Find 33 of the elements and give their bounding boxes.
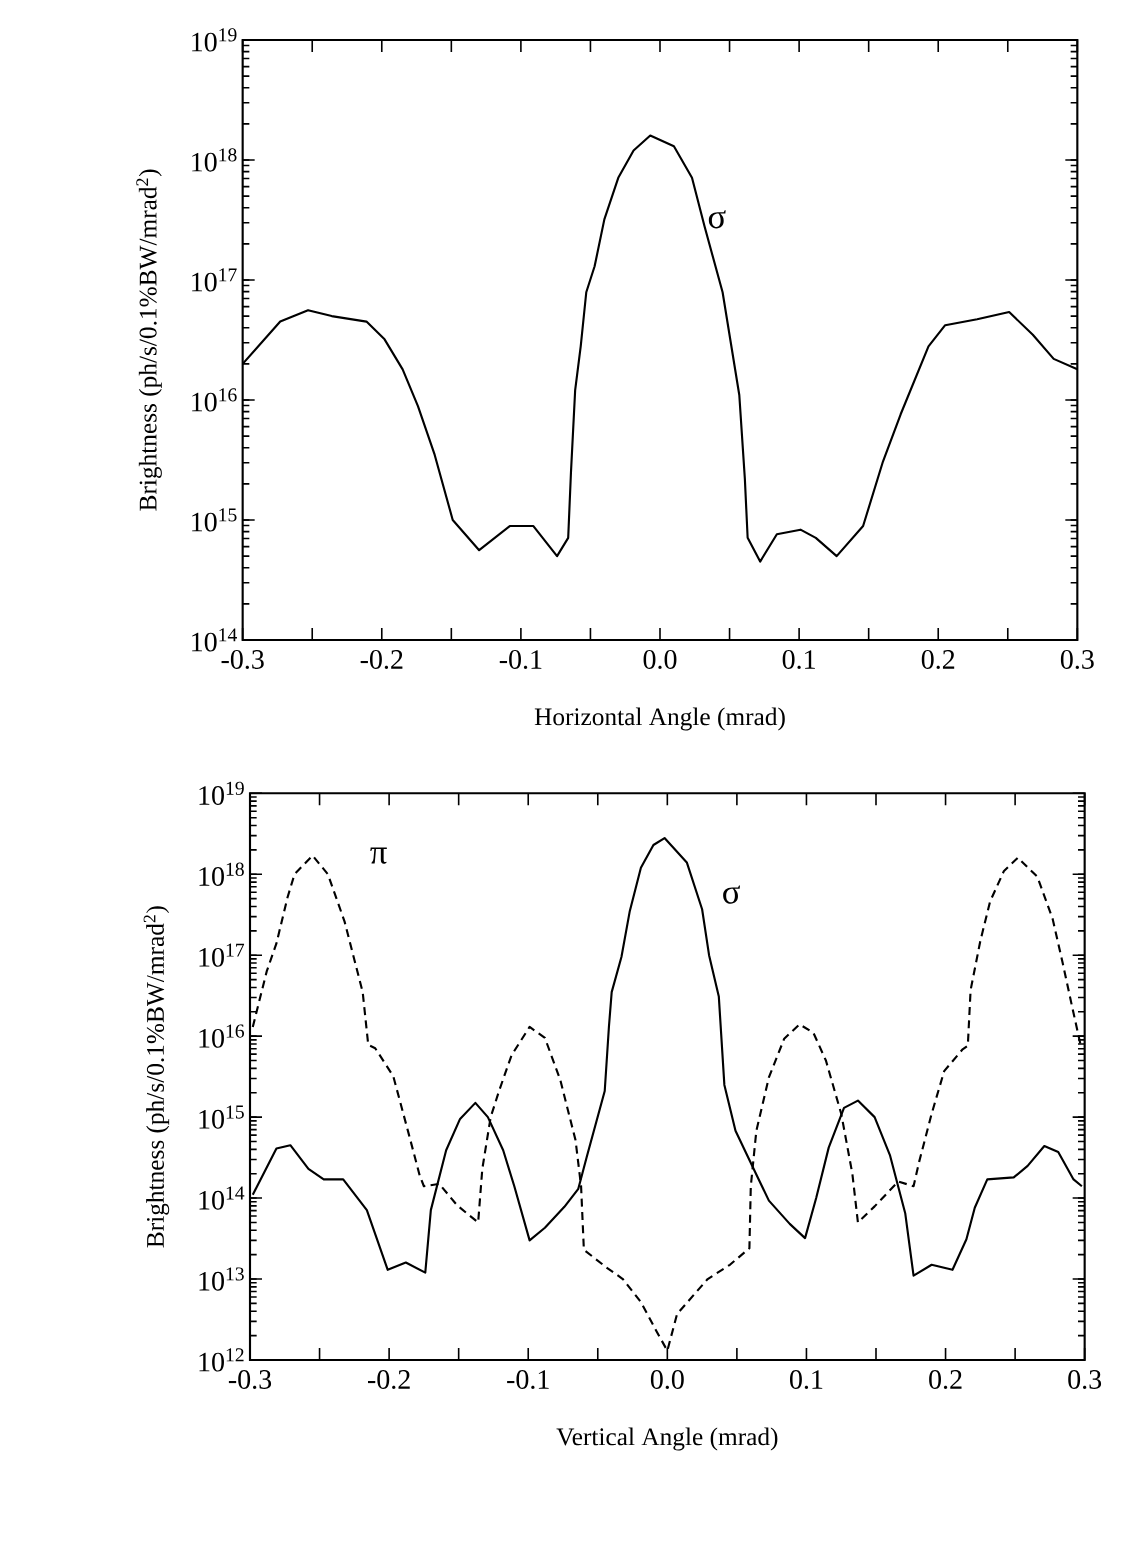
- y-tick-label: 10$^{15}$: [199, 1105, 244, 1129]
- y-axis-title: Brightness (ph/s/0.1%BW/mrad$^{2}$): [136, 169, 162, 511]
- x-tick-label: 0.0: [643, 650, 677, 670]
- x-axis-title: Vertical Angle (mrad): [556, 1427, 778, 1451]
- x-tick-label: -0.1: [507, 1370, 549, 1390]
- series-label: π: [370, 847, 387, 864]
- y-tick-label: 10$^{18}$: [192, 148, 237, 172]
- y-tick-label: 10$^{14}$: [199, 1186, 245, 1210]
- y-tick-label: 10$^{18}$: [199, 862, 244, 886]
- x-axis-title: Horizontal Angle (mrad): [534, 707, 785, 731]
- series-label: σ: [708, 210, 726, 229]
- x-tick-label: -0.2: [360, 650, 403, 670]
- x-tick-label: 0.3: [1060, 650, 1094, 670]
- y-axis-title: Brightness (ph/s/0.1%BW/mrad$^{2}$): [143, 906, 170, 1248]
- x-tick-label: 0.1: [782, 650, 815, 670]
- y-tick-label: 10$^{17}$: [192, 268, 237, 292]
- x-tick-label: -0.2: [368, 1370, 410, 1390]
- x-tick-label: 0.2: [929, 1370, 962, 1390]
- x-tick-label: 0.2: [921, 650, 955, 670]
- x-tick-label: -0.1: [499, 650, 542, 670]
- y-tick-label: 10$^{19}$: [199, 781, 244, 805]
- y-tick-label: 10$^{16}$: [199, 1024, 245, 1048]
- series-label: σ: [723, 885, 740, 904]
- x-tick-label: 0.0: [650, 1370, 684, 1390]
- y-tick-label: 10$^{15}$: [192, 508, 237, 532]
- y-tick-label: 10$^{17}$: [199, 943, 245, 967]
- y-tick-label: 10$^{16}$: [192, 388, 237, 412]
- y-tick-label: 10$^{13}$: [199, 1267, 244, 1291]
- x-tick-label: 0.3: [1068, 1370, 1102, 1390]
- x-tick-label: 0.1: [790, 1370, 823, 1390]
- x-tick-label: -0.3: [221, 650, 264, 670]
- y-tick-label: 10$^{19}$: [192, 28, 237, 52]
- x-tick-label: -0.3: [228, 1370, 272, 1390]
